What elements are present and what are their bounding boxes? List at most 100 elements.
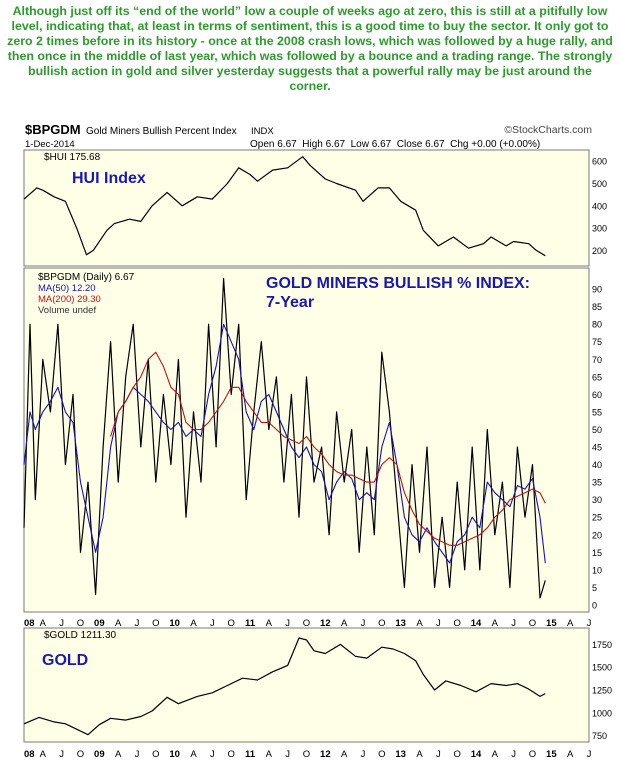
month-label: 11 [245,618,256,629]
ma200-legend: MA(200) 29.30 [38,294,101,305]
month-label: 14 [471,618,482,629]
month-label: J [436,749,441,760]
month-label: J [436,618,441,629]
hui-tick-label: 200 [592,246,607,256]
hui-panel [23,149,590,267]
month-label: J [361,618,366,629]
month-label: O [529,618,536,629]
bpgdm-panel [23,267,590,613]
month-label: A [266,749,273,760]
month-label: 12 [320,749,331,760]
month-label: 09 [94,618,105,629]
month-label: J [587,749,592,760]
month-label: 15 [546,618,557,629]
hui-tick-label: 500 [592,179,607,189]
hui-price-line [23,156,546,257]
month-label: A [492,749,499,760]
bpgdm-tick-label: 15 [592,548,602,558]
month-label: J [361,749,366,760]
commentary-text: Although just off its “end of the world”… [7,4,613,93]
bpgdm-tick-label: 90 [592,285,602,295]
bpgdm-tick-label: 70 [592,355,602,365]
month-label: O [152,749,159,760]
gold-price-line [23,637,546,736]
month-label: O [152,618,159,629]
month-label: O [77,618,84,629]
chart-date: 1-Dec-2014 [25,139,75,150]
month-label: O [378,749,385,760]
month-label: A [341,618,348,629]
month-label: 12 [320,618,331,629]
month-label: A [341,749,348,760]
month-label: J [285,749,290,760]
bpgdm-tick-label: 5 [592,583,597,593]
bpgdm-tick-label: 85 [592,302,602,312]
bpgdm-annotation-line2: 7-Year [266,294,314,311]
bpgdm-legend: $BPGDM (Daily) 6.67 [38,272,135,283]
hui-tick-label: 400 [592,201,607,211]
month-label: 15 [546,749,557,760]
bpgdm-ma-50-line [23,323,546,564]
chart-exchange: INDX [251,126,274,137]
bpgdm-tick-label: 60 [592,390,602,400]
month-label: 08 [24,618,35,629]
axis-layer: 200 300 400 500 600 0 5 10 15 20 25 30 35 40 45 50 55 60 6… [24,157,612,760]
bpgdm-tick-label: 10 [592,565,602,575]
month-label: 13 [395,749,406,760]
month-label: J [59,749,64,760]
month-label: A [416,749,423,760]
month-label: O [303,618,310,629]
chart-ohlc: Open 6.67 High 6.67 Low 6.67 Close 6.67 … [250,139,540,150]
gold-annotation: GOLD [42,652,88,669]
bpgdm-tick-label: 65 [592,372,602,382]
bpgdm-tick-label: 0 [592,600,597,610]
month-label: J [587,618,592,629]
month-label: O [303,749,310,760]
month-label: A [492,618,499,629]
hui-legend: $HUI 175.68 [44,152,101,163]
volume-legend: Volume undef [38,305,96,316]
stockcharts-logo: ©StockCharts.com [504,124,592,136]
hui-tick-label: 300 [592,224,607,234]
bpgdm-tick-label: 40 [592,460,602,470]
gold-panel [23,627,590,743]
month-label: 10 [169,618,180,629]
month-label: O [529,749,536,760]
month-label: A [40,749,47,760]
month-label: J [210,618,215,629]
month-label: A [115,618,122,629]
plot-layer [23,156,546,736]
month-label: A [266,618,273,629]
bpgdm-tick-label: 35 [592,478,602,488]
month-label: 08 [24,749,35,760]
month-label: A [567,618,574,629]
bpgdm-ma-200-line [110,351,546,546]
month-label: O [227,618,234,629]
month-label: J [511,749,516,760]
hui-tick-label: 600 [592,157,607,167]
month-label: A [567,749,574,760]
bpgdm-tick-label: 50 [592,425,602,435]
bpgdm-annotation-line1: GOLD MINERS BULLISH % INDEX: [266,275,530,292]
month-label: A [190,618,197,629]
hui-annotation: HUI Index [72,170,146,187]
month-label: J [135,618,140,629]
bpgdm-tick-label: 25 [592,513,602,523]
month-label: A [416,618,423,629]
gold-tick-label: 1750 [592,640,612,650]
month-label: A [40,618,47,629]
month-label: A [190,749,197,760]
month-label: 13 [395,618,406,629]
gold-legend: $GOLD 1211.30 [44,630,117,641]
bpgdm-tick-label: 45 [592,443,602,453]
month-label: 09 [94,749,105,760]
bpgdm-tick-label: 20 [592,530,602,540]
month-label: O [227,749,234,760]
month-label: J [210,749,215,760]
bpgdm-bpgdm-line [23,277,546,599]
month-label: J [511,618,516,629]
bpgdm-tick-label: 55 [592,407,602,417]
month-label: J [59,618,64,629]
month-label: J [285,618,290,629]
